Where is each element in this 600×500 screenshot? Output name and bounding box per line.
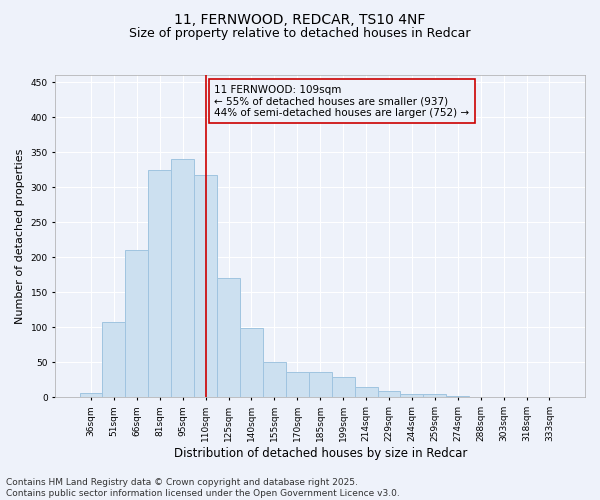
Bar <box>400 394 424 398</box>
Bar <box>446 396 469 398</box>
Bar <box>217 278 240 398</box>
Bar <box>194 174 217 398</box>
Y-axis label: Number of detached properties: Number of detached properties <box>15 148 25 324</box>
Bar <box>171 159 194 398</box>
Bar <box>286 372 309 398</box>
Text: Size of property relative to detached houses in Redcar: Size of property relative to detached ho… <box>129 28 471 40</box>
Bar <box>103 322 125 398</box>
Bar <box>332 377 355 398</box>
Bar <box>148 170 171 398</box>
Bar <box>424 394 446 398</box>
Bar <box>469 396 492 398</box>
Text: Contains HM Land Registry data © Crown copyright and database right 2025.
Contai: Contains HM Land Registry data © Crown c… <box>6 478 400 498</box>
Bar <box>377 391 400 398</box>
Bar <box>492 396 515 398</box>
X-axis label: Distribution of detached houses by size in Redcar: Distribution of detached houses by size … <box>173 447 467 460</box>
Bar <box>80 393 103 398</box>
Bar <box>263 362 286 398</box>
Bar <box>309 372 332 398</box>
Text: 11 FERNWOOD: 109sqm
← 55% of detached houses are smaller (937)
44% of semi-detac: 11 FERNWOOD: 109sqm ← 55% of detached ho… <box>214 84 469 118</box>
Bar <box>240 328 263 398</box>
Bar <box>125 250 148 398</box>
Text: 11, FERNWOOD, REDCAR, TS10 4NF: 11, FERNWOOD, REDCAR, TS10 4NF <box>175 12 425 26</box>
Bar <box>538 396 561 398</box>
Bar <box>355 387 377 398</box>
